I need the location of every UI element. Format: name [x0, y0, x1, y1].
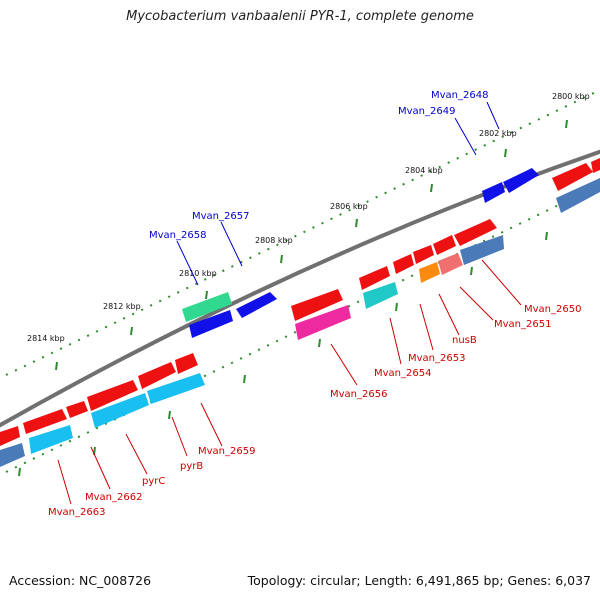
- label-mvan-2649: Mvan_2649: [398, 106, 455, 117]
- ruler-label-2802: 2802 kbp: [479, 129, 517, 138]
- label-mvan-2657: Mvan_2657: [192, 211, 249, 222]
- ruler-label-2806: 2806 kbp: [330, 202, 368, 211]
- gene-red-i[interactable]: [175, 353, 198, 374]
- label-mvan-2653: Mvan_2653: [408, 353, 465, 364]
- label-mvan-2656: Mvan_2656: [330, 389, 387, 400]
- label-pyrc: pyrC: [142, 476, 165, 487]
- gene-red-n[interactable]: [0, 426, 20, 446]
- gene-red-h[interactable]: [291, 289, 343, 321]
- gene-red-j[interactable]: [138, 362, 176, 389]
- topology-label: Topology: circular; Length: 6,491,865 bp…: [247, 573, 591, 588]
- ruler-label-2810: 2810 kbp: [179, 269, 217, 278]
- label-mvan-2648: Mvan_2648: [431, 90, 488, 101]
- label-mvan-2651: Mvan_2651: [494, 319, 551, 330]
- label-mvan-2658: Mvan_2658: [149, 230, 206, 241]
- gene-mvan-2658-blue[interactable]: [189, 310, 233, 338]
- gene-mvan-2654[interactable]: [363, 282, 398, 309]
- gene-red-k[interactable]: [87, 380, 138, 411]
- ruler-label-2812: 2812 kbp: [103, 302, 141, 311]
- gene-red-l[interactable]: [66, 401, 88, 418]
- label-mvan-2650: Mvan_2650: [524, 304, 581, 315]
- gene-red-c[interactable]: [454, 219, 497, 246]
- ruler-label-2814: 2814 kbp: [27, 334, 65, 343]
- label-mvan-2663: Mvan_2663: [48, 507, 105, 518]
- label-mvan-2654: Mvan_2654: [374, 368, 431, 379]
- gene-mvan-2659[interactable]: [147, 373, 205, 404]
- gene-mvan-2657[interactable]: [236, 292, 277, 318]
- gene-red-b[interactable]: [591, 158, 600, 173]
- gene-mvan-2649[interactable]: [503, 168, 539, 193]
- gene-red-e[interactable]: [413, 245, 434, 264]
- label-mvan-2662: Mvan_2662: [85, 492, 142, 503]
- label-mvan-2659: Mvan_2659: [198, 446, 255, 457]
- gene-nusb[interactable]: [419, 262, 440, 283]
- gene-mvan-2651[interactable]: [438, 253, 463, 275]
- gene-mvan-2650[interactable]: [460, 235, 504, 265]
- gene-red-f[interactable]: [393, 254, 414, 274]
- reverse-genes: [0, 158, 600, 467]
- gene-red-g[interactable]: [359, 266, 390, 290]
- gene-mvan-2648[interactable]: [482, 182, 505, 203]
- accession-label: Accession: NC_008726: [9, 573, 152, 588]
- map-title: Mycobacterium vanbaalenii PYR-1, complet…: [126, 9, 474, 24]
- leader-lines: [57, 101, 522, 505]
- forward-genes: [182, 168, 539, 338]
- gene-red-d[interactable]: [433, 235, 456, 255]
- gene-steel-b[interactable]: [0, 443, 25, 467]
- ruler-label-2800: 2800 kbp: [552, 92, 590, 101]
- gene-steel-a[interactable]: [556, 178, 600, 213]
- gene-mvan-2658-green[interactable]: [182, 292, 232, 322]
- ruler-label-2808: 2808 kbp: [255, 236, 293, 245]
- ruler-label-2804: 2804 kbp: [405, 166, 443, 175]
- gene-red-a[interactable]: [552, 163, 593, 191]
- label-nusb: nusB: [452, 335, 477, 346]
- label-pyrb: pyrB: [180, 461, 203, 472]
- gene-mvan-2656[interactable]: [295, 305, 351, 340]
- gene-red-m[interactable]: [23, 409, 67, 434]
- gene-pyrb[interactable]: [91, 393, 149, 428]
- gene-pyrc[interactable]: [29, 425, 73, 454]
